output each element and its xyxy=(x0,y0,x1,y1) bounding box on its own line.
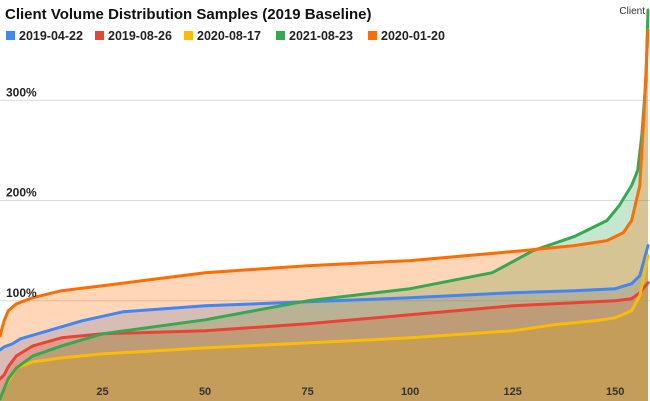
y-tick-label: 200% xyxy=(6,186,37,200)
series-line-1 xyxy=(0,281,650,381)
chart-title: Client Volume Distribution Samples (2019… xyxy=(5,6,371,23)
corner-label: Client xyxy=(619,6,645,17)
series-lines xyxy=(0,8,650,401)
legend-swatch xyxy=(276,31,285,40)
series-area-2 xyxy=(0,255,648,401)
legend-label: 2020-01-20 xyxy=(381,29,445,43)
x-tick-label: 25 xyxy=(96,386,108,398)
axis-ticks: 100% 200% 300% 25 50 75 100 125 150 xyxy=(6,85,624,398)
y-tick-label: 300% xyxy=(6,85,37,99)
x-tick-label: 150 xyxy=(606,386,624,398)
series-area-4 xyxy=(0,30,648,401)
legend-swatch xyxy=(95,31,104,40)
series-line-0 xyxy=(0,244,650,352)
series-line-4 xyxy=(0,28,650,338)
legend-swatch xyxy=(368,31,377,40)
y-tick-label: 100% xyxy=(6,286,37,300)
legend-label: 2019-08-26 xyxy=(108,29,172,43)
legend-label: 2021-08-23 xyxy=(289,29,353,43)
legend-swatch xyxy=(184,31,193,40)
legend-label: 2019-04-22 xyxy=(19,29,83,43)
legend-swatch xyxy=(6,31,15,40)
series-area-3 xyxy=(0,10,648,401)
legend: 2019-04-22 2019-08-26 2020-08-17 2021-08-23… xyxy=(6,29,445,43)
legend-label: 2020-08-17 xyxy=(197,29,261,43)
series-line-3 xyxy=(0,8,650,401)
x-tick-label: 100 xyxy=(401,386,419,398)
x-tick-label: 50 xyxy=(199,386,211,398)
x-tick-label: 125 xyxy=(503,386,521,398)
x-tick-label: 75 xyxy=(301,386,313,398)
